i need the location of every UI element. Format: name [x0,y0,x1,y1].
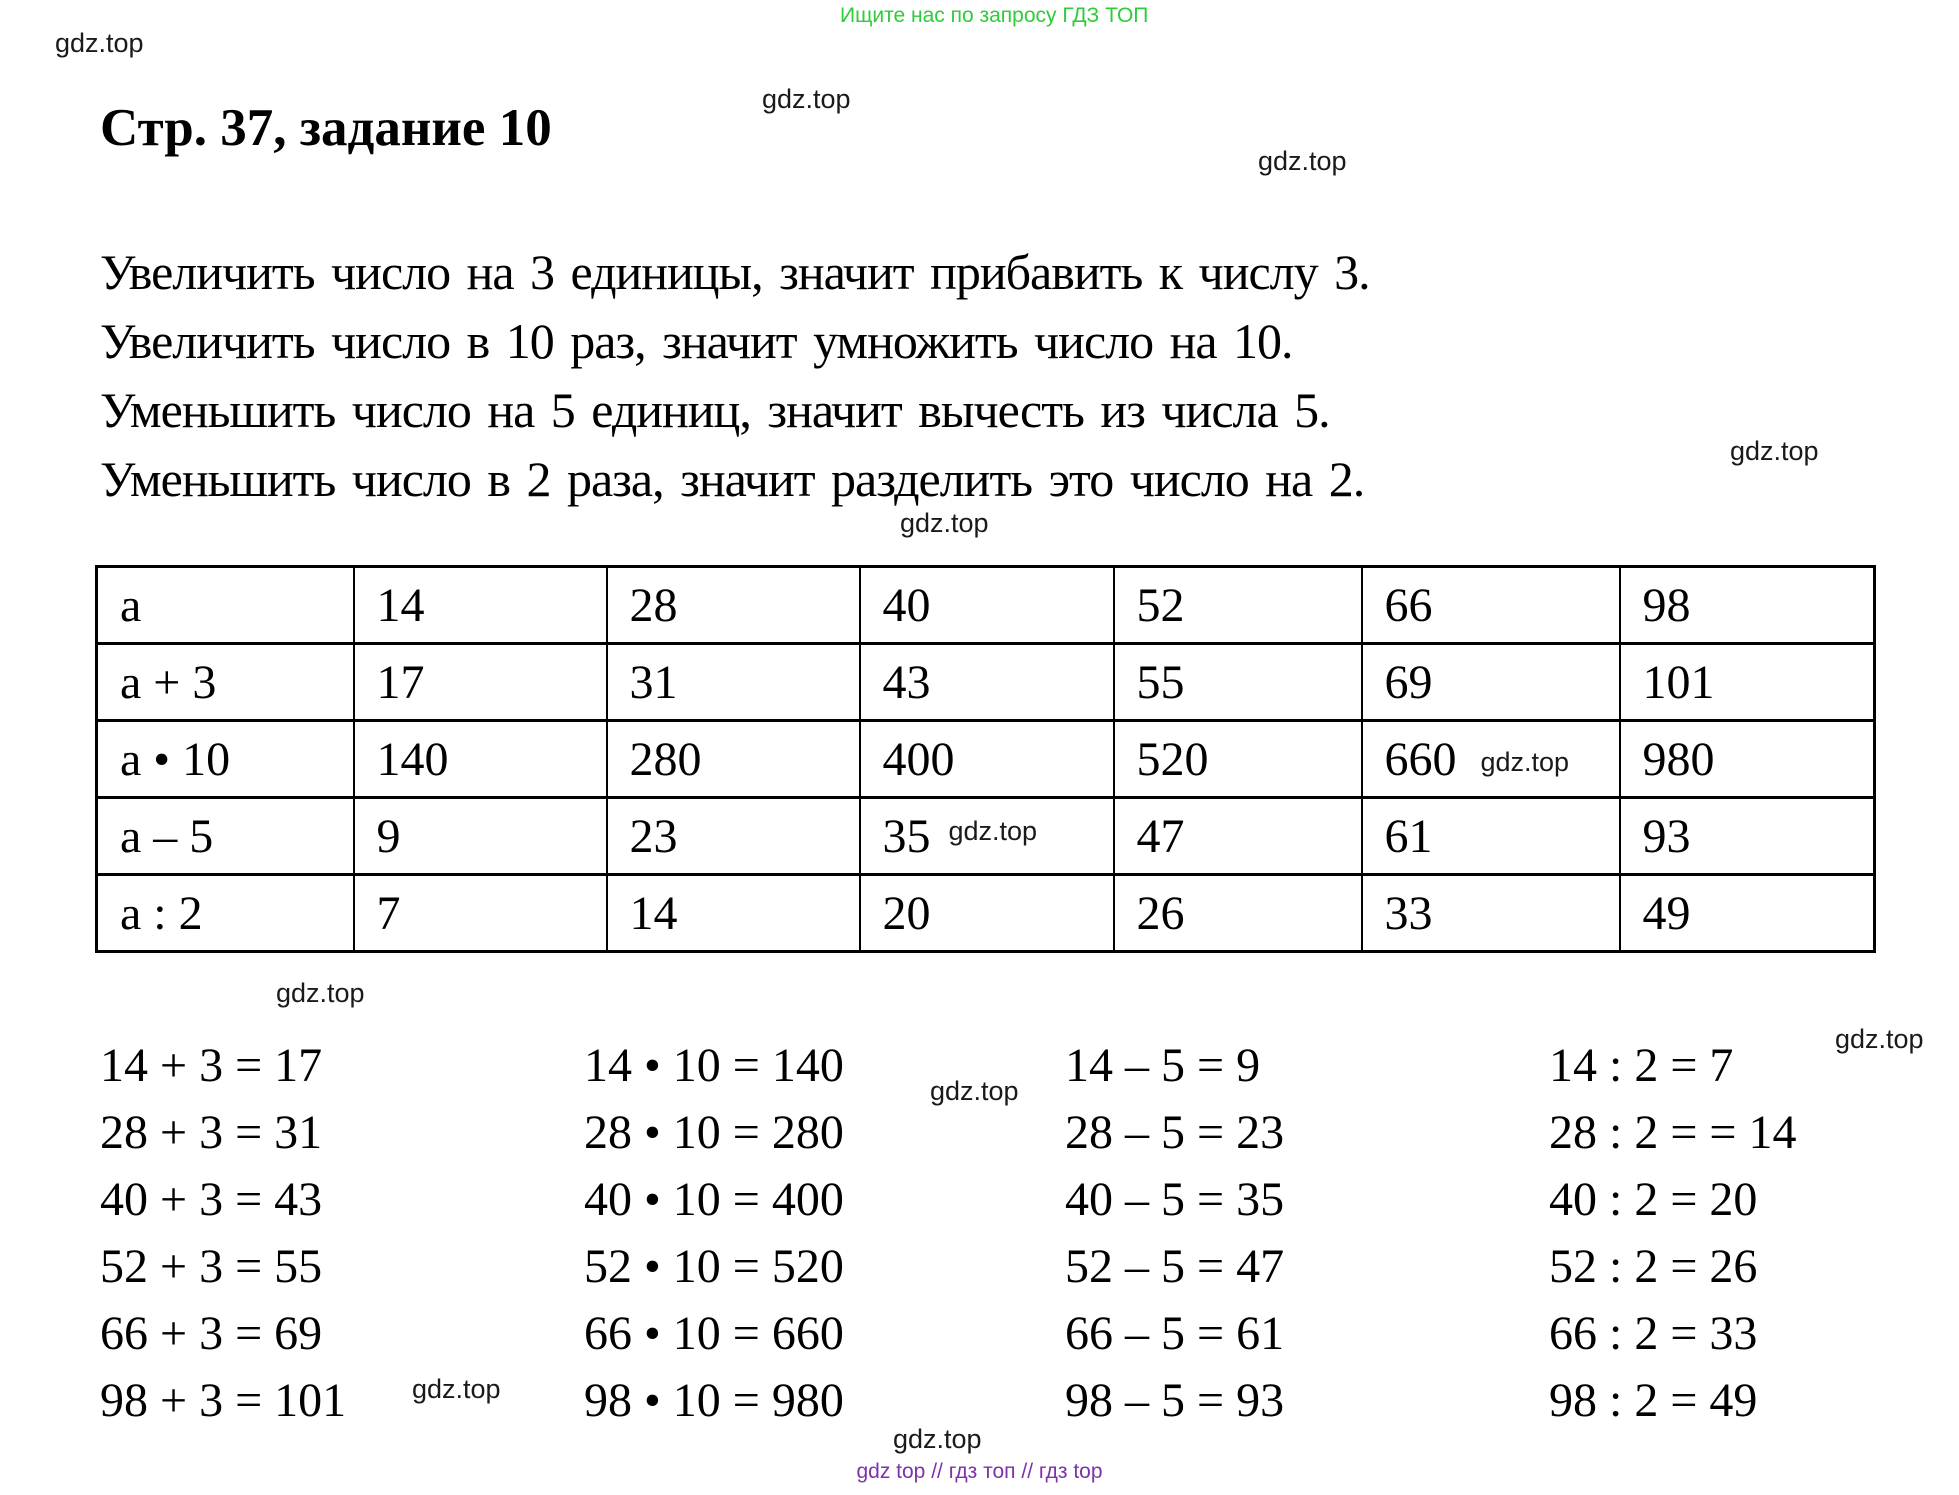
table-cell: 28 [605,565,861,645]
equation-column-addition: 14 + 3 = 17 28 + 3 = 31 40 + 3 = 43 52 +… [100,1032,346,1434]
equation-line: 28 • 10 = 280 [584,1106,844,1159]
equation-line: 28 + 3 = 31 [100,1106,323,1159]
table-cell: a [95,565,355,645]
equation-line: 28 – 5 = 23 [1065,1106,1285,1159]
watermark-upper-right: gdz.top [1258,146,1347,176]
equation-line: 40 – 5 = 35 [1065,1173,1285,1226]
explanation-line: Увеличить число в 10 раз, значит умножит… [100,313,1294,369]
table-cell: a + 3 [95,642,355,722]
table-row-a-minus-5: a – 5 9 23 35 gdz.top 47 61 93 [95,796,1876,876]
table-cell: 31 [605,642,861,722]
table-cell: 33 [1360,873,1621,953]
table-row-a-div-2: a : 2 7 14 20 26 33 49 [95,873,1876,953]
explanation-line: Уменьшить число в 2 раза, значит раздели… [100,451,1365,507]
equation-line: 40 : 2 = 20 [1549,1173,1758,1226]
table-cell: 14 [605,873,861,953]
equation-column-division: 14 : 2 = 7 28 : 2 = = 14 40 : 2 = 20 52 … [1549,1032,1796,1434]
equation-line: 52 • 10 = 520 [584,1240,844,1293]
explanation-line: Увеличить число на 3 единицы, значит при… [100,244,1371,300]
table-cell-value: 660 [1384,732,1457,786]
equation-line: 52 : 2 = 26 [1549,1240,1758,1293]
table-cell-value: 35 [882,809,931,863]
watermark-equations-middle: gdz.top [930,1076,1019,1106]
equation-line: 66 : 2 = 33 [1549,1307,1758,1360]
table-cell: a – 5 [95,796,355,876]
table-cell: 26 [1112,873,1363,953]
equation-line: 40 + 3 = 43 [100,1173,323,1226]
equation-line: 66 – 5 = 61 [1065,1307,1285,1360]
table-cell: 9 [352,796,608,876]
table-cell: 101 [1618,642,1876,722]
table-cell: 47 [1112,796,1363,876]
table-row-a-plus-3: a + 3 17 31 43 55 69 101 [95,642,1876,722]
watermark-equations-right: gdz.top [1835,1024,1924,1054]
promo-banner: Ищите нас по запросу ГДЗ ТОП [840,4,1149,27]
values-table: a 14 28 40 52 66 98 a + 3 17 31 43 55 69… [95,565,1876,953]
watermark-below-table: gdz.top [276,978,365,1008]
equation-line: 66 + 3 = 69 [100,1307,323,1360]
table-cell: 140 [352,719,608,799]
equation-line: 28 : 2 = = 14 [1549,1106,1797,1159]
table-cell: 61 [1360,796,1621,876]
footer-links: gdz top // гдз топ // гдз top [856,1460,1103,1483]
equation-line: 98 + 3 = 101 [100,1374,347,1427]
equation-line: 98 : 2 = 49 [1549,1374,1758,1427]
equation-line: 14 – 5 = 9 [1065,1039,1261,1092]
equation-line: 98 – 5 = 93 [1065,1374,1285,1427]
table-cell: 52 [1112,565,1363,645]
table-cell: 66 [1360,565,1621,645]
table-row-a-times-10: a • 10 140 280 400 520 660 gdz.top 980 [95,719,1876,799]
equation-line: 14 • 10 = 140 [584,1039,844,1092]
table-cell: a • 10 [95,719,355,799]
watermark-equations-left: gdz.top [412,1374,501,1404]
table-cell: 55 [1112,642,1363,722]
watermark-equations-bottom: gdz.top [893,1424,982,1454]
table-cell: 93 [1618,796,1876,876]
table-cell: 23 [605,796,861,876]
equation-column-multiplication: 14 • 10 = 140 28 • 10 = 280 40 • 10 = 40… [584,1032,844,1434]
table-cell: 980 [1618,719,1876,799]
explanation-line: Уменьшить число на 5 единиц, значит выче… [100,382,1331,438]
equation-line: 66 • 10 = 660 [584,1307,844,1360]
table-cell: 17 [352,642,608,722]
table-cell: 69 [1360,642,1621,722]
equation-line: 40 • 10 = 400 [584,1173,844,1226]
watermark-title-right: gdz.top [762,84,851,114]
page-title: Стр. 37, задание 10 [100,99,552,157]
equation-column-subtraction: 14 – 5 = 9 28 – 5 = 23 40 – 5 = 35 52 – … [1065,1032,1284,1434]
watermark-in-cell: gdz.top [948,815,1038,846]
watermark-in-cell: gdz.top [1480,746,1570,777]
equation-line: 52 + 3 = 55 [100,1240,323,1293]
table-cell: 520 [1112,719,1363,799]
watermark-paragraph-right: gdz.top [1730,436,1819,466]
table-cell: 35 gdz.top [858,796,1115,876]
table-cell: 14 [352,565,608,645]
equation-line: 52 – 5 = 47 [1065,1240,1285,1293]
table-cell: 7 [352,873,608,953]
table-cell: 40 [858,565,1115,645]
table-cell: 400 [858,719,1115,799]
table-cell: 49 [1618,873,1876,953]
table-cell: 43 [858,642,1115,722]
table-cell: 280 [605,719,861,799]
equation-line: 14 + 3 = 17 [100,1039,323,1092]
equation-line: 14 : 2 = 7 [1549,1039,1734,1092]
watermark-top-left: gdz.top [55,28,144,58]
table-cell: 20 [858,873,1115,953]
table-row-a: a 14 28 40 52 66 98 [95,565,1876,645]
table-cell: 660 gdz.top [1360,719,1621,799]
watermark-above-table: gdz.top [900,508,989,538]
equation-line: 98 • 10 = 980 [584,1374,844,1427]
table-cell: 98 [1618,565,1876,645]
explanation-text: Увеличить число на 3 единицы, значит при… [100,238,1720,514]
table-cell: a : 2 [95,873,355,953]
